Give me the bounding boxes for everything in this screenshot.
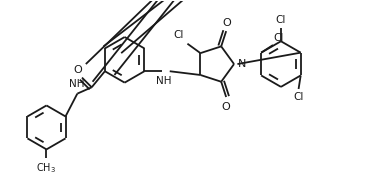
Text: Cl: Cl	[174, 30, 184, 40]
Text: O: O	[73, 65, 82, 75]
Text: Cl: Cl	[293, 92, 304, 102]
Text: Cl: Cl	[274, 33, 284, 43]
Text: NH: NH	[69, 78, 84, 89]
Text: NH: NH	[156, 76, 171, 86]
Text: O: O	[222, 102, 230, 112]
Text: CH$_3$: CH$_3$	[36, 161, 56, 175]
Text: O: O	[223, 18, 231, 28]
Text: N: N	[237, 59, 246, 69]
Text: Cl: Cl	[276, 15, 286, 25]
